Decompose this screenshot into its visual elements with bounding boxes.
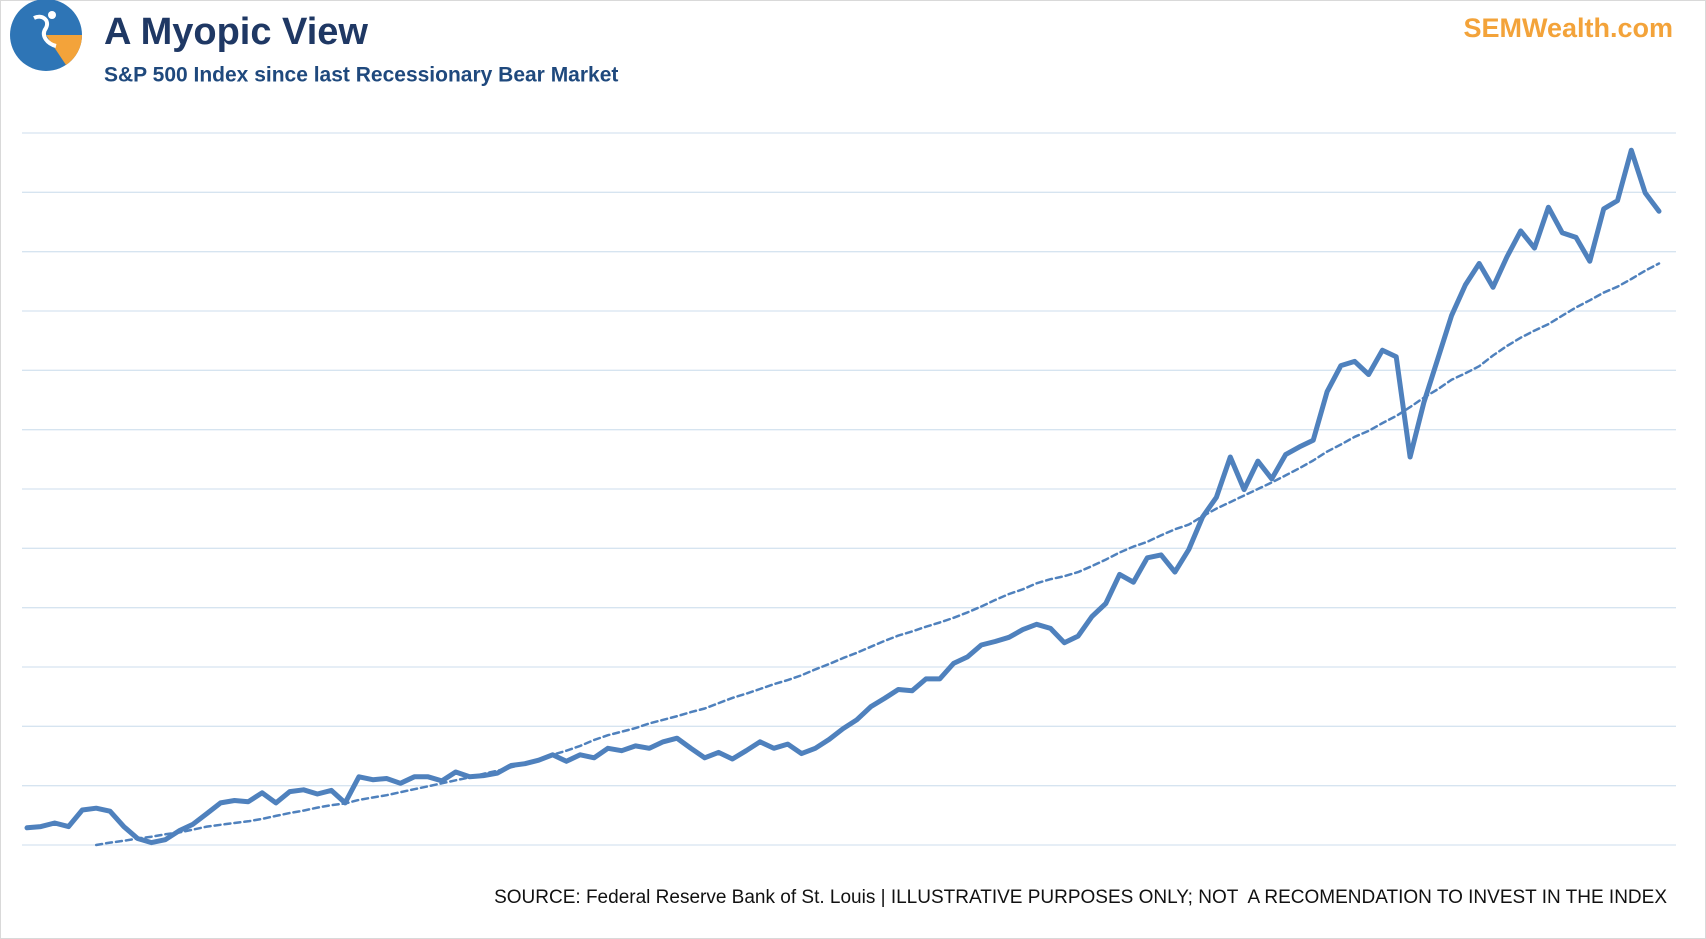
chart-title: A Myopic View xyxy=(104,11,368,53)
plot-area xyxy=(24,147,1662,847)
grid xyxy=(22,132,1676,846)
logo xyxy=(10,0,83,71)
trend-line xyxy=(94,262,1661,847)
source-note: SOURCE: Federal Reserve Bank of St. Loui… xyxy=(494,887,1667,908)
brand: SEMWealth.com xyxy=(1463,13,1673,43)
chart-subtitle: S&P 500 Index since last Recessionary Be… xyxy=(104,64,618,87)
data-line xyxy=(24,147,1662,846)
